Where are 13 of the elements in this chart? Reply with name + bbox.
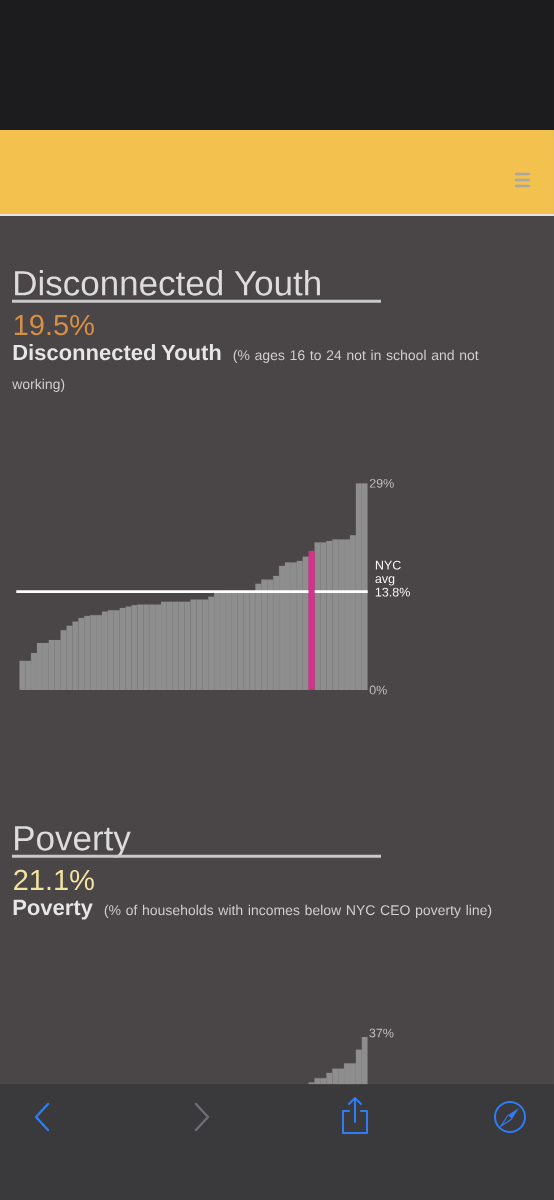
ref-line-label: NYC avg 13.8% xyxy=(375,560,410,597)
text: 37% xyxy=(369,1028,394,1038)
text: (% ages 16 to 24 not in school and not xyxy=(233,349,479,363)
text: 21.1% xyxy=(14,869,94,891)
chart-subtitle: Poverty xyxy=(13,899,93,920)
chart-title: Disconnected Youth xyxy=(15,269,320,296)
y-tick-label: 0% xyxy=(369,685,387,695)
y-tick-label: 29% xyxy=(369,478,394,488)
text: 19.5% xyxy=(14,314,94,336)
text: working) xyxy=(12,378,65,392)
chart-subtitle: Disconnected Youth xyxy=(13,344,221,361)
chart-title: Poverty xyxy=(15,826,131,858)
y-axis-title: (% of households with incomes below NYC CEO poverty line) xyxy=(104,904,492,918)
